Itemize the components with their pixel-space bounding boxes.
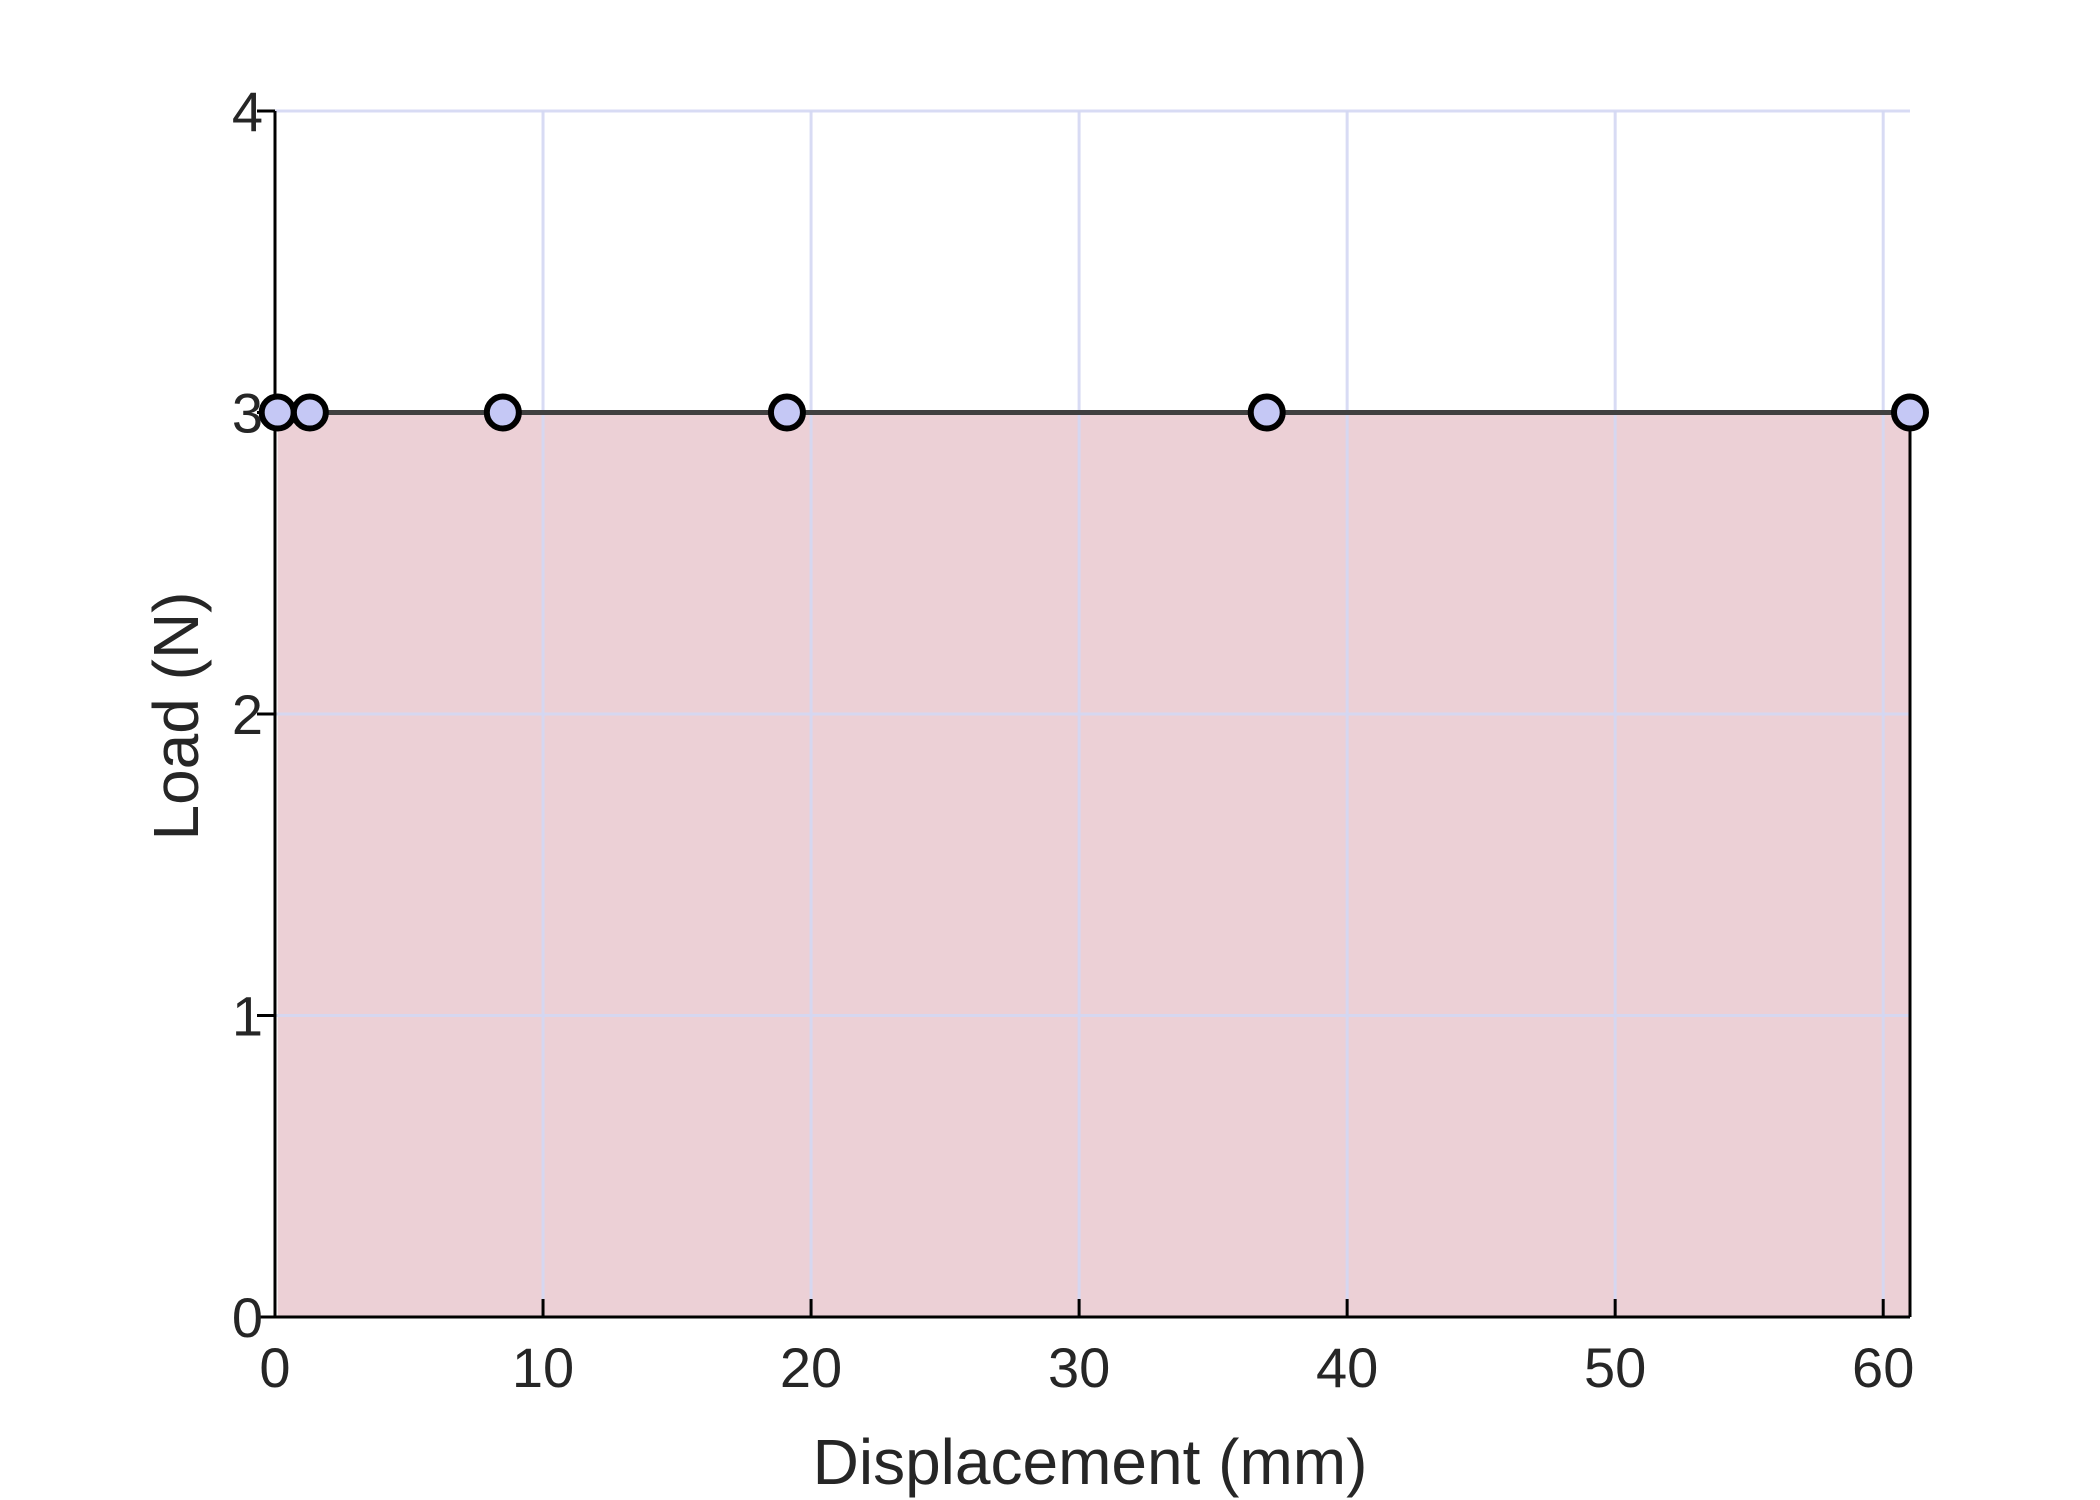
x-tick-label: 60 <box>1852 1336 1914 1399</box>
data-point <box>483 393 522 432</box>
x-tick-label: 40 <box>1316 1336 1378 1399</box>
marker-layer <box>258 393 1929 432</box>
axes-layer <box>257 109 1912 1319</box>
y-axis-label: Load (N) <box>140 592 212 841</box>
data-point <box>258 393 297 432</box>
data-point <box>767 393 806 432</box>
y-tick-label: 0 <box>232 1286 263 1349</box>
x-tick-label: 0 <box>259 1336 290 1399</box>
x-tick-label: 30 <box>1048 1336 1110 1399</box>
data-point <box>1891 393 1929 432</box>
x-tick-label: 10 <box>512 1336 574 1399</box>
y-tick-label: 2 <box>232 683 263 746</box>
y-tick-label: 3 <box>232 382 263 445</box>
x-tick-label: 20 <box>780 1336 842 1399</box>
area-fill-layer <box>277 412 1911 1317</box>
tick-label-layer: 0 10 20 30 40 50 60 0 1 2 3 4 <box>232 80 1915 1399</box>
area-fill <box>277 412 1911 1317</box>
x-axis-label: Displacement (mm) <box>813 1426 1368 1498</box>
data-point <box>1247 393 1286 432</box>
data-point <box>290 393 329 432</box>
y-tick-label: 4 <box>232 80 263 143</box>
x-tick-label: 50 <box>1584 1336 1646 1399</box>
y-tick-label: 1 <box>232 985 263 1048</box>
